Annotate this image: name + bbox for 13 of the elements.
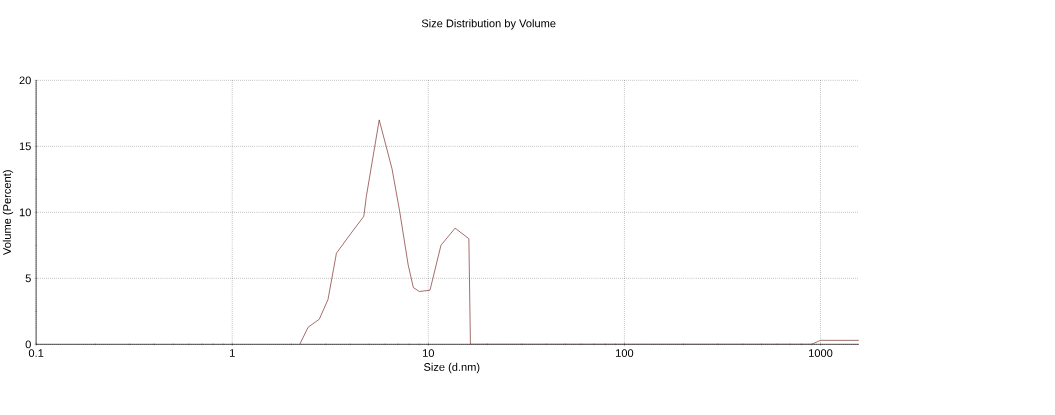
y-tick-label: 0 xyxy=(25,340,31,349)
x-tick-label: 100 xyxy=(616,349,634,357)
y-axis-title: Volume (Percent) xyxy=(2,170,14,255)
y-tick-label: 10 xyxy=(19,208,31,217)
x-tick-label: 10 xyxy=(423,349,435,357)
x-tick-label: 1 xyxy=(229,349,235,357)
chart-title: Size Distribution by Volume xyxy=(421,19,556,30)
y-tick-label: 20 xyxy=(19,76,31,85)
x-axis-title: Size (d.nm) xyxy=(424,362,480,374)
y-tick-label: 15 xyxy=(19,142,31,151)
y-tick-label: 5 xyxy=(25,274,31,283)
x-tick-label: 0.1 xyxy=(28,349,44,357)
x-tick-label: 1000 xyxy=(809,349,833,357)
